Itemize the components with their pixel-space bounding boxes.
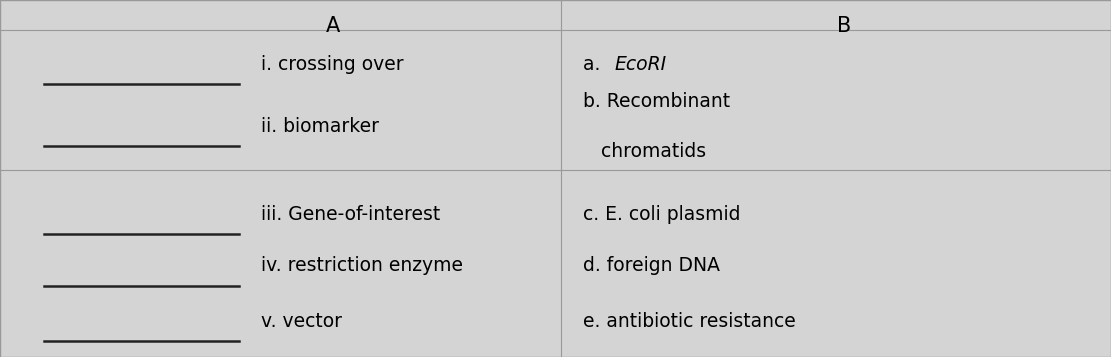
Text: a.: a. [583, 55, 607, 74]
Text: EcoRI: EcoRI [614, 55, 667, 74]
Text: chromatids: chromatids [583, 142, 707, 161]
Text: c. E. coli plasmid: c. E. coli plasmid [583, 205, 741, 224]
Text: ii. biomarker: ii. biomarker [261, 117, 379, 136]
Text: e. antibiotic resistance: e. antibiotic resistance [583, 312, 795, 331]
Text: iv. restriction enzyme: iv. restriction enzyme [261, 256, 463, 276]
Text: v. vector: v. vector [261, 312, 342, 331]
Text: B: B [838, 16, 851, 36]
Text: d. foreign DNA: d. foreign DNA [583, 256, 720, 276]
Text: i. crossing over: i. crossing over [261, 55, 403, 74]
Text: b. Recombinant: b. Recombinant [583, 92, 730, 111]
Text: iii. Gene-of-interest: iii. Gene-of-interest [261, 205, 440, 224]
Text: A: A [327, 16, 340, 36]
